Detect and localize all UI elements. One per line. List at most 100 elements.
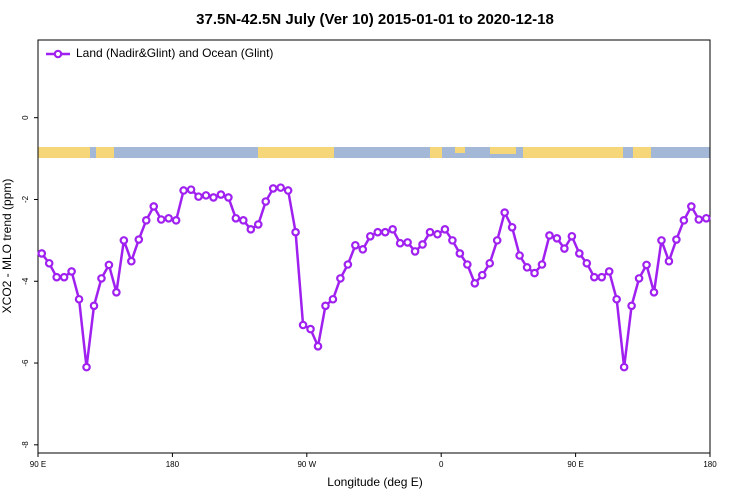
data-point [179, 186, 188, 195]
data-point [268, 184, 278, 193]
data-point [410, 247, 420, 256]
data-point [231, 213, 241, 223]
data-point [239, 216, 248, 225]
data-point [373, 227, 383, 237]
data-point [149, 202, 159, 211]
data-point [291, 227, 300, 237]
data-point [186, 185, 196, 194]
data-point [470, 279, 480, 288]
data-point [358, 245, 368, 254]
data-point [477, 270, 487, 280]
data-point [209, 193, 218, 202]
data-point [448, 236, 457, 245]
data-point [119, 236, 129, 245]
data-point [261, 197, 271, 206]
data-point [507, 222, 517, 232]
data-point [433, 229, 442, 239]
data-point [642, 260, 651, 270]
data-point [395, 238, 405, 248]
data-point [492, 236, 502, 245]
data-point [522, 263, 532, 272]
data-point [530, 268, 539, 278]
data-point [694, 215, 704, 224]
data-point [276, 183, 285, 192]
data-point [224, 193, 233, 202]
data-line [40, 186, 707, 368]
data-point [679, 216, 689, 225]
data-point [701, 213, 711, 223]
x-axis-label: Longitude (deg E) [327, 475, 422, 489]
data-point [582, 258, 592, 268]
legend-marker [53, 49, 63, 59]
data-point [74, 294, 84, 304]
data-point [604, 267, 614, 276]
data-point [657, 236, 666, 245]
x-tick-label: 180 [166, 460, 180, 469]
data-point [97, 274, 106, 283]
data-point [306, 324, 315, 334]
data-point [597, 272, 607, 282]
x-tick-label: 90 E [567, 460, 583, 469]
y-tick-label: 0 [21, 115, 30, 120]
plot-frame [37, 39, 711, 454]
chart-title: 37.5N-42.5N July (Ver 10) 2015-01-01 to … [196, 11, 554, 28]
map-strip [38, 147, 710, 158]
y-tick-label: -4 [21, 277, 30, 285]
data-point [515, 251, 524, 260]
data-point [127, 256, 136, 266]
data-point [298, 320, 308, 330]
y-axis-label: XCO2 - MLO trend (ppm) [0, 179, 14, 314]
data-point [403, 238, 412, 247]
data-point [440, 225, 450, 234]
data-point [52, 272, 61, 282]
data-point [194, 192, 203, 201]
data-point [201, 191, 211, 200]
data-point [560, 244, 569, 253]
data-point [388, 225, 397, 234]
x-tick-label: 90 W [297, 460, 316, 469]
data-point [500, 208, 509, 217]
data-point [253, 220, 263, 229]
data-point [612, 294, 621, 304]
data-point [627, 301, 636, 311]
data-point [134, 235, 144, 244]
data-point [343, 260, 353, 269]
data-point [575, 249, 584, 258]
data-point [672, 235, 681, 244]
data-point [537, 260, 547, 269]
data-point [321, 301, 330, 311]
data-point [37, 249, 47, 258]
x-tick-label: 90 E [30, 460, 46, 469]
data-point [380, 227, 390, 237]
data-point [164, 213, 173, 223]
x-tick-label: 180 [703, 460, 717, 469]
data-point [589, 272, 599, 282]
data-point [552, 234, 562, 243]
data-point [425, 227, 435, 237]
data-point [545, 231, 554, 240]
data-point [634, 274, 644, 283]
data-point [328, 294, 338, 304]
data-point [365, 231, 375, 241]
data-point [59, 272, 69, 282]
data-point [104, 260, 114, 270]
data-point [567, 231, 577, 241]
data-point [463, 260, 472, 269]
data-point [67, 267, 76, 276]
y-tick-label: -8 [21, 441, 30, 449]
data-point [687, 202, 696, 211]
data-point [351, 240, 360, 250]
y-tick-label: -2 [21, 195, 30, 203]
data-point [649, 287, 659, 297]
data-point [171, 216, 181, 225]
data-point [156, 215, 166, 224]
data-point [485, 258, 495, 268]
data-point [664, 256, 674, 266]
y-tick-label: -6 [21, 359, 30, 367]
data-point [313, 341, 323, 351]
data-point [455, 249, 465, 258]
data-point [44, 258, 54, 268]
data-point [112, 287, 121, 297]
data-point [418, 240, 427, 249]
